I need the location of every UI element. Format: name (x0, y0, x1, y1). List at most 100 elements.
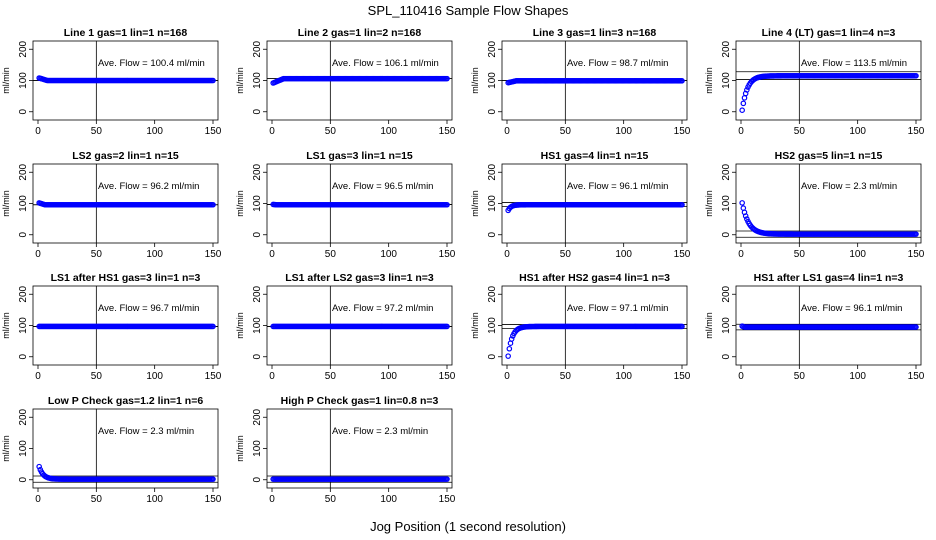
data-point (210, 476, 216, 482)
x-tick-label: 50 (794, 126, 806, 137)
ave-flow-annotation: Ave. Flow = 96.1 ml/min (567, 181, 668, 192)
y-axis-label: ml/min (235, 67, 245, 94)
x-tick-label: 50 (91, 371, 103, 382)
figure-title: SPL_110416 Sample Flow Shapes (367, 3, 569, 18)
y-tick-label: 100 (18, 440, 29, 457)
panel: Line 2 gas=1 lin=2 n=168 0 50 100 150 0 100 200… (235, 27, 456, 137)
y-tick-label: 200 (721, 40, 732, 57)
y-tick-label: 200 (252, 163, 263, 180)
ave-flow-annotation: Ave. Flow = 2.3 ml/min (98, 426, 194, 437)
x-tick-label: 150 (439, 371, 456, 382)
x-tick-label: 150 (908, 371, 925, 382)
y-axis-label: ml/min (1, 312, 11, 339)
y-axis-label: ml/min (1, 67, 11, 94)
panel-title: HS1 gas=4 lin=1 n=15 (541, 150, 649, 162)
data-point (744, 87, 750, 93)
panel-title: HS1 after HS2 gas=4 lin=1 n=3 (519, 272, 670, 284)
ave-flow-annotation: Ave. Flow = 2.3 ml/min (332, 426, 428, 437)
data-point (742, 213, 749, 219)
y-tick-label: 0 (252, 354, 263, 360)
y-axis-label: ml/min (470, 190, 480, 217)
x-tick-label: 100 (380, 126, 397, 137)
data-point (739, 107, 745, 113)
x-tick-label: 0 (504, 126, 510, 137)
panel-title: LS1 gas=3 lin=1 n=15 (306, 150, 413, 162)
y-tick-label: 0 (18, 477, 29, 483)
y-tick-label: 200 (487, 40, 498, 57)
panel: HS1 after LS1 gas=4 lin=1 n=3 0 50 100 150 0 1… (704, 272, 925, 382)
y-tick-label: 100 (252, 317, 263, 334)
x-tick-label: 150 (674, 249, 691, 260)
panel-title: High P Check gas=1 lin=0.8 n=3 (281, 395, 439, 407)
y-axis-label: ml/min (704, 190, 714, 217)
x-tick-label: 0 (738, 371, 744, 382)
y-tick-label: 0 (252, 232, 263, 238)
x-tick-label: 50 (794, 249, 806, 260)
data-point (508, 336, 515, 342)
ave-flow-annotation: Ave. Flow = 96.7 ml/min (98, 303, 199, 314)
y-tick-label: 100 (721, 317, 732, 334)
y-tick-label: 0 (721, 354, 732, 360)
y-tick-label: 200 (487, 163, 498, 180)
x-tick-label: 150 (205, 371, 222, 382)
y-tick-label: 100 (721, 195, 732, 212)
panel: Line 1 gas=1 lin=1 n=168 0 50 100 150 0 100 200… (1, 27, 222, 137)
y-axis-label: ml/min (470, 312, 480, 339)
x-tick-label: 0 (35, 494, 41, 505)
y-tick-label: 200 (18, 408, 29, 425)
x-tick-label: 150 (205, 494, 222, 505)
x-tick-label: 150 (439, 249, 456, 260)
x-tick-label: 50 (560, 371, 572, 382)
y-tick-label: 200 (18, 285, 29, 302)
ave-flow-annotation: Ave. Flow = 2.3 ml/min (801, 181, 897, 192)
panel-frame (735, 40, 922, 121)
x-tick-label: 100 (849, 249, 866, 260)
x-tick-label: 100 (615, 371, 632, 382)
y-tick-label: 100 (18, 195, 29, 212)
x-tick-label: 0 (504, 371, 510, 382)
x-tick-label: 50 (91, 249, 103, 260)
panel: LS1 after HS1 gas=3 lin=1 n=3 0 50 100 150 0 1… (1, 272, 222, 382)
y-tick-label: 100 (18, 317, 29, 334)
y-tick-label: 200 (487, 285, 498, 302)
data-point (740, 205, 747, 211)
data-point (444, 476, 450, 482)
y-tick-label: 100 (487, 72, 498, 89)
y-tick-label: 0 (721, 232, 732, 238)
data-point (210, 77, 216, 84)
y-tick-label: 200 (721, 285, 732, 302)
y-tick-label: 0 (252, 477, 263, 483)
x-tick-label: 50 (325, 249, 337, 260)
x-tick-label: 100 (380, 494, 397, 505)
ave-flow-annotation: Ave. Flow = 113.5 ml/min (801, 58, 907, 69)
y-tick-label: 100 (487, 195, 498, 212)
x-tick-label: 150 (674, 371, 691, 382)
y-tick-label: 100 (487, 317, 498, 334)
y-tick-label: 0 (487, 354, 498, 360)
y-tick-label: 0 (487, 232, 498, 238)
x-tick-label: 150 (205, 126, 222, 137)
x-tick-label: 100 (615, 126, 632, 137)
y-tick-label: 0 (18, 232, 29, 238)
x-tick-label: 150 (205, 249, 222, 260)
panel-title: Line 2 gas=1 lin=2 n=168 (298, 27, 422, 39)
panel-title: LS1 after LS2 gas=3 lin=1 n=3 (285, 272, 434, 284)
x-tick-label: 50 (91, 126, 103, 137)
ave-flow-annotation: Ave. Flow = 96.1 ml/min (801, 303, 902, 314)
x-tick-label: 100 (615, 249, 632, 260)
x-tick-label: 100 (849, 126, 866, 137)
data-point (740, 100, 747, 107)
y-tick-label: 200 (721, 163, 732, 180)
ave-flow-annotation: Ave. Flow = 100.4 ml/min (98, 58, 205, 69)
panel-title: LS2 gas=2 lin=1 n=15 (72, 150, 179, 162)
y-axis-label: ml/min (1, 435, 11, 462)
x-tick-label: 100 (849, 371, 866, 382)
data-point (36, 463, 42, 470)
y-axis-label: ml/min (470, 67, 480, 94)
data-point (913, 231, 919, 237)
panel: LS1 gas=3 lin=1 n=15 0 50 100 150 0 100 200 ml/m… (235, 150, 456, 260)
data-point (679, 201, 685, 208)
y-axis-label: ml/min (704, 67, 714, 94)
x-tick-label: 0 (269, 371, 275, 382)
